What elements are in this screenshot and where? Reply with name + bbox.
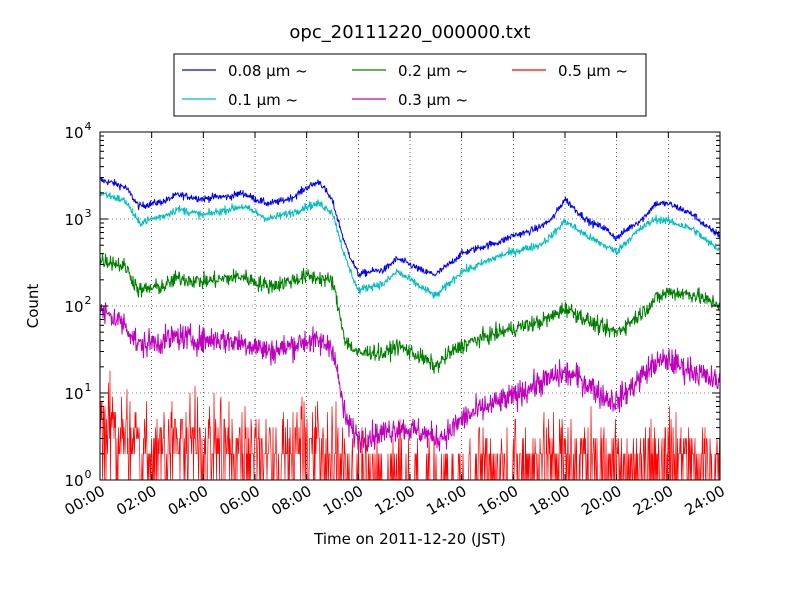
y-axis-label: Count [24, 284, 42, 329]
ticks [99, 131, 721, 481]
legend-label: 0.3 μm ~ [398, 91, 468, 109]
series-line [100, 370, 720, 480]
legend-label: 0.08 μm ~ [228, 62, 308, 80]
x-axis-label: Time on 2011-12-20 (JST) [313, 530, 506, 548]
legend-label: 0.5 μm ~ [558, 62, 628, 80]
series-line [100, 177, 720, 278]
legend-label: 0.1 μm ~ [228, 91, 298, 109]
chart-title: opc_20111220_000000.txt [289, 22, 530, 43]
legend-label: 0.2 μm ~ [398, 62, 468, 80]
legend: 0.08 μm ~ 0.1 μm ~ 0.2 μm ~ 0.3 μm ~ 0.5 μm … [173, 53, 647, 117]
series-line [100, 191, 720, 299]
series-line [100, 253, 720, 374]
series-line [100, 302, 720, 454]
series-layer [100, 177, 720, 480]
